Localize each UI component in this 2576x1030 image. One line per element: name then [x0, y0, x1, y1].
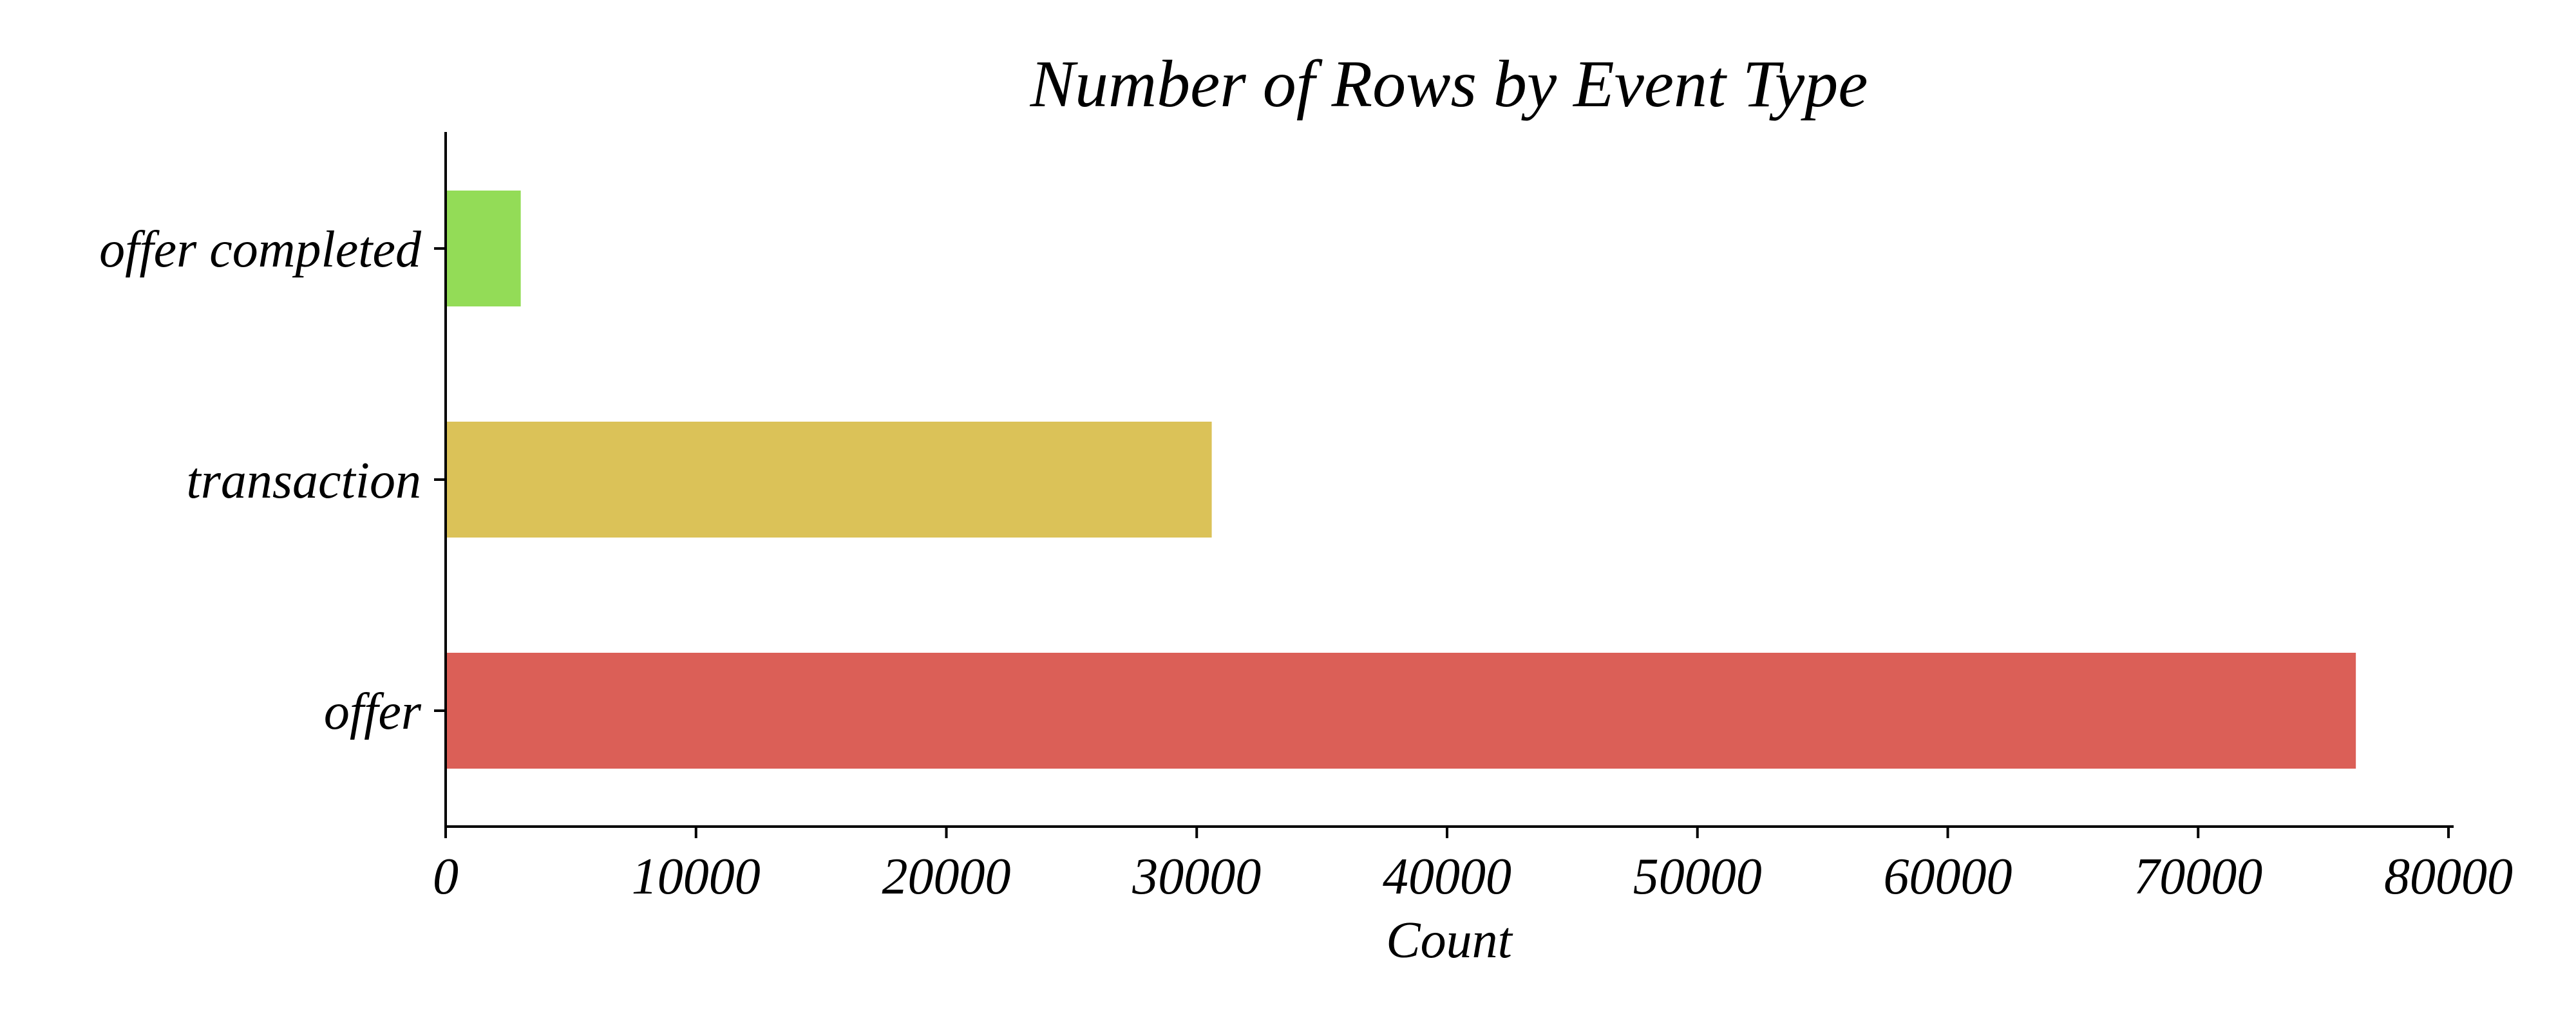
- x-tick-label: 50000: [1633, 848, 1762, 905]
- x-tick-label: 10000: [632, 848, 761, 905]
- x-tick-label: 70000: [2134, 848, 2262, 905]
- x-axis-ticks: 0 10000 20000 30000 40000 50000 60000 70000 8000…: [433, 827, 2513, 905]
- x-tick-label: 80000: [2384, 848, 2513, 905]
- chart-title: Number of Rows by Event Type: [1030, 47, 1868, 121]
- y-tick-label: offer completed: [99, 221, 422, 278]
- x-tick-label: 40000: [1383, 848, 1511, 905]
- y-tick-label: transaction: [187, 453, 421, 509]
- x-tick-label: 30000: [1132, 848, 1261, 905]
- x-tick-label: 20000: [882, 848, 1011, 905]
- y-tick-label: offer: [324, 684, 422, 740]
- x-tick-label: 60000: [1884, 848, 2012, 905]
- bar-transaction: [446, 422, 1212, 538]
- bar-offer-completed: [446, 191, 521, 306]
- bars-group: [446, 191, 2356, 769]
- y-axis-ticks: offer completed transaction offer: [99, 221, 446, 740]
- x-tick-label: 0: [433, 848, 459, 905]
- bar-offer: [446, 653, 2356, 769]
- x-axis-label: Count: [1386, 912, 1513, 969]
